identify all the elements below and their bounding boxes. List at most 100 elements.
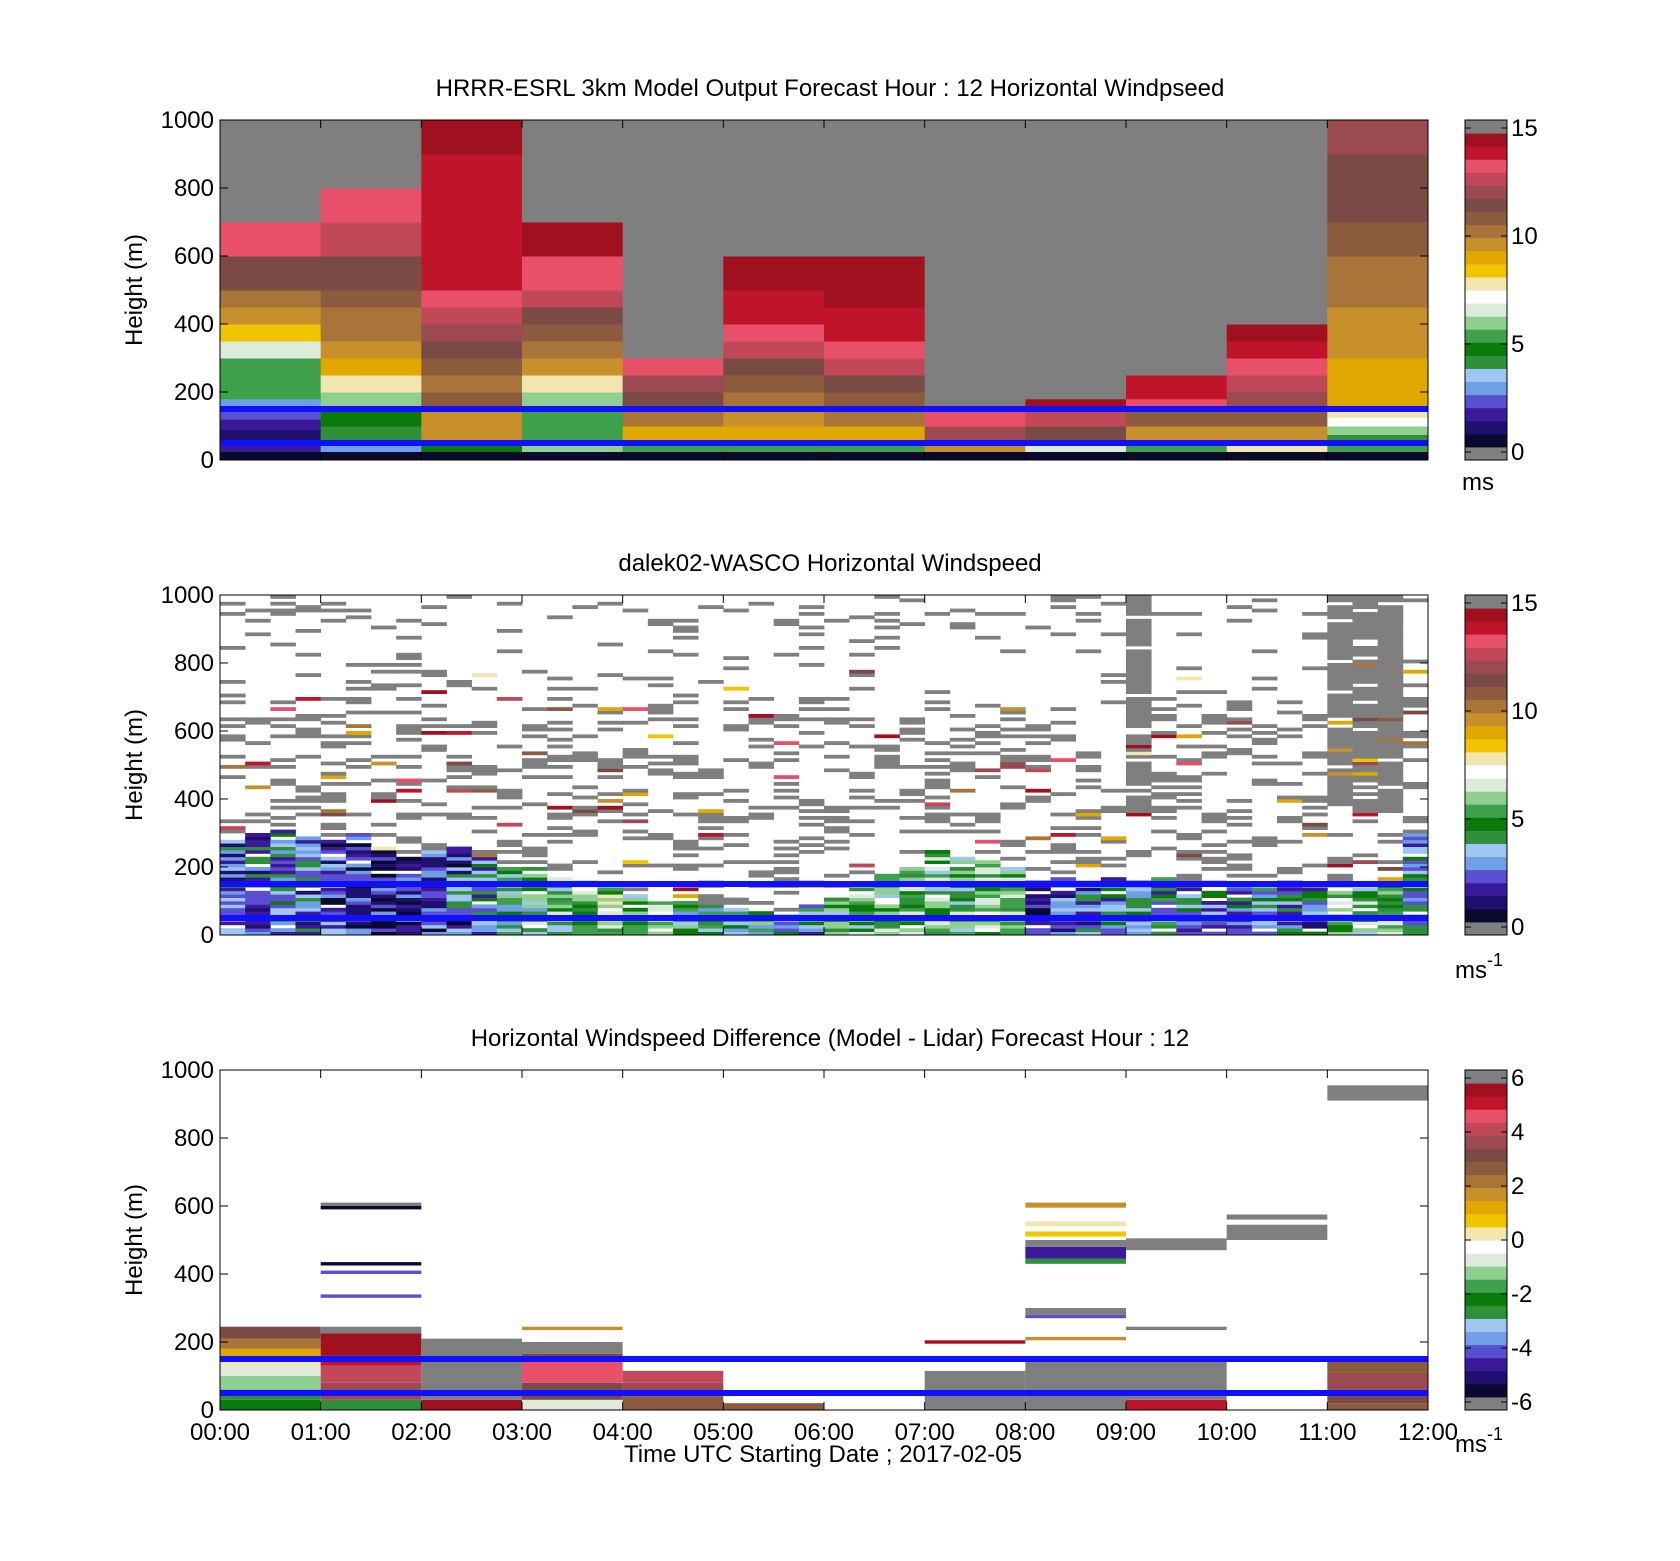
lidar-cell	[723, 666, 749, 671]
lidar-cell	[320, 894, 347, 898]
lidar-cell	[1126, 805, 1152, 810]
y-tick-label: 200	[174, 854, 214, 881]
difference-cell	[421, 1338, 522, 1400]
lidar-cell	[1327, 683, 1353, 688]
lidar-cell	[522, 904, 548, 909]
lidar-cell	[949, 744, 976, 749]
lidar-cell	[673, 652, 699, 657]
lidar-cell	[295, 904, 322, 909]
lidar-cell	[522, 907, 548, 912]
lidar-cell	[345, 758, 372, 762]
lidar-cell	[1327, 758, 1353, 762]
lidar-cell	[647, 836, 674, 841]
lidar-cell	[1327, 792, 1353, 796]
lidar-cell	[1327, 768, 1353, 773]
lidar-cell	[446, 928, 473, 932]
lidar-cell	[1327, 595, 1353, 599]
lidar-cell	[975, 612, 1001, 616]
lidar-cell	[849, 901, 875, 905]
lidar-cell	[1327, 649, 1353, 654]
lidar-cell	[975, 860, 1001, 864]
lidar-cell	[1352, 775, 1379, 779]
lidar-cell	[320, 601, 347, 606]
lidar-cell	[270, 846, 296, 851]
lidar-cell	[320, 618, 347, 623]
lidar-cell	[924, 785, 951, 790]
heatmap-cell	[723, 451, 825, 461]
lidar-cell	[471, 785, 498, 790]
lidar-cell	[647, 921, 674, 926]
lidar-cell	[270, 700, 296, 705]
lidar-cell	[572, 754, 598, 759]
lidar-cell	[798, 904, 825, 909]
lidar-cell	[924, 853, 951, 858]
lidar-cell	[1025, 897, 1051, 902]
lidar-cell	[471, 870, 498, 875]
lidar-cell	[1126, 601, 1152, 606]
lidar-cell	[396, 788, 422, 793]
lidar-cell	[949, 924, 976, 929]
lidar-cell	[396, 860, 422, 864]
heatmap-cell	[824, 290, 926, 308]
lidar-cell	[1151, 731, 1177, 735]
lidar-cell	[245, 850, 271, 854]
lidar-cell	[1377, 608, 1404, 613]
lidar-cell	[1352, 707, 1379, 711]
colorbar-swatch	[1465, 250, 1507, 265]
lidar-cell	[1025, 836, 1051, 841]
lidar-cell	[245, 618, 271, 623]
lidar-cell	[798, 921, 825, 926]
lidar-cell	[673, 907, 699, 912]
heatmap-cell	[1126, 426, 1228, 444]
lidar-cell	[1402, 931, 1429, 936]
heatmap-cell	[320, 188, 422, 223]
difference-cell	[1126, 1238, 1227, 1251]
lidar-cell	[1050, 924, 1077, 929]
lidar-cell	[1302, 911, 1328, 915]
lidar-cell	[270, 890, 296, 895]
lidar-cell	[1226, 748, 1253, 752]
lidar-cell	[446, 904, 473, 909]
heatmap-cell	[622, 443, 724, 452]
lidar-cell	[421, 856, 447, 861]
lidar-cell	[798, 928, 825, 932]
lidar-cell	[1126, 720, 1152, 725]
lidar-cell	[1201, 924, 1228, 929]
lidar-cell	[824, 826, 850, 830]
lidar-cell	[572, 605, 598, 609]
lidar-cell	[572, 809, 598, 813]
lidar-cell	[1352, 897, 1379, 902]
lidar-cell	[748, 744, 775, 749]
lidar-cell	[723, 686, 749, 691]
lidar-cell	[673, 775, 699, 779]
colorbar-swatch	[1465, 198, 1507, 213]
lidar-cell	[1327, 693, 1353, 698]
lidar-cell	[295, 846, 322, 851]
lidar-cell	[1402, 924, 1429, 929]
colorbar-swatch	[1465, 1331, 1507, 1346]
lidar-cell	[245, 890, 271, 895]
lidar-cell	[1327, 727, 1353, 732]
lidar-cell	[949, 921, 976, 926]
lidar-cell	[270, 894, 296, 898]
lidar-cell	[547, 792, 573, 796]
colorbar-swatch	[1465, 1240, 1507, 1254]
lidar-cell	[622, 751, 649, 756]
lidar-cell	[1377, 632, 1404, 637]
lidar-cell	[1000, 843, 1026, 847]
lidar-cell	[924, 707, 951, 711]
lidar-cell	[1302, 890, 1328, 895]
lidar-cell	[899, 877, 926, 881]
lidar-cell	[1075, 765, 1102, 769]
lidar-cell	[698, 901, 724, 905]
lidar-cell	[547, 890, 573, 895]
lidar-cell	[622, 802, 649, 807]
lidar-cell	[924, 911, 951, 915]
lidar-cell	[270, 887, 296, 892]
colorbar-swatch	[1465, 1344, 1507, 1359]
lidar-cell	[446, 867, 473, 871]
lidar-cell	[496, 697, 523, 701]
lidar-cell	[320, 782, 347, 786]
lidar-cell	[1352, 890, 1379, 895]
